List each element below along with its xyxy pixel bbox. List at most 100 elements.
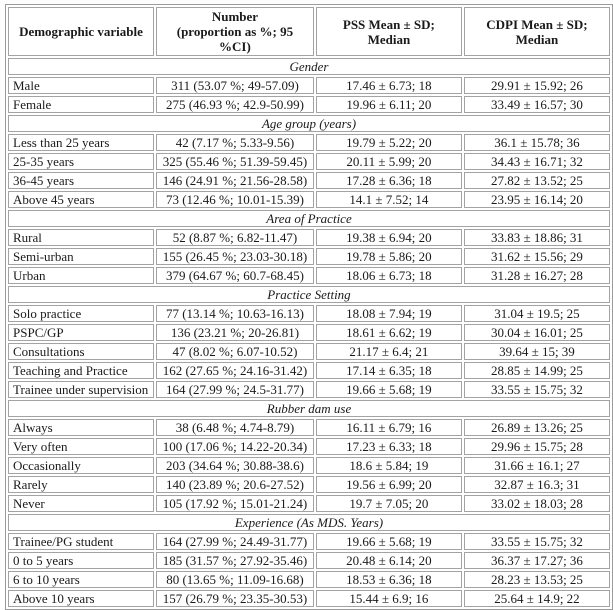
cell-pss: 19.66 ± 5.68; 19 <box>315 381 462 398</box>
cell-number: 379 (64.67 %; 60.7-68.45) <box>155 267 314 284</box>
cell-cdpi: 31.66 ± 16.1; 27 <box>463 457 610 474</box>
cell-pss: 18.6 ± 5.84; 19 <box>315 457 462 474</box>
cell-cdpi: 33.55 ± 15.75; 32 <box>463 381 610 398</box>
section-title: Experience (As MDS. Years) <box>8 514 610 531</box>
cell-demographic-variable: 6 to 10 years <box>8 571 154 588</box>
cell-cdpi: 33.49 ± 16.57; 30 <box>463 96 610 113</box>
cell-number: 311 (53.07 %; 49-57.09) <box>155 77 314 94</box>
cell-cdpi: 36.37 ± 17.27; 36 <box>463 552 610 569</box>
cell-number: 105 (17.92 %; 15.01-21.24) <box>155 495 314 512</box>
page: Demographic variable Number (proportion … <box>5 4 613 610</box>
table-row: Female 275 (46.93 %; 42.9-50.99) 19.96 ±… <box>8 96 610 113</box>
table-row: Rarely 140 (23.89 %; 20.6-27.52) 19.56 ±… <box>8 476 610 493</box>
cell-pss: 19.78 ± 5.86; 20 <box>315 248 462 265</box>
cell-pss: 18.53 ± 6.36; 18 <box>315 571 462 588</box>
cell-demographic-variable: Occasionally <box>8 457 154 474</box>
cell-pss: 21.17 ± 6.4; 21 <box>315 343 462 360</box>
section-title: Age group (years) <box>8 115 610 132</box>
cell-cdpi: 27.82 ± 13.52; 25 <box>463 172 610 189</box>
cell-demographic-variable: Above 45 years <box>8 191 154 208</box>
table-row: Rural 52 (8.87 %; 6.82-11.47) 19.38 ± 6.… <box>8 229 610 246</box>
cell-number: 73 (12.46 %; 10.01-15.39) <box>155 191 314 208</box>
cell-cdpi: 26.89 ± 13.26; 25 <box>463 419 610 436</box>
cell-number: 136 (23.21 %; 20-26.81) <box>155 324 314 341</box>
cell-demographic-variable: Consultations <box>8 343 154 360</box>
cell-demographic-variable: Rarely <box>8 476 154 493</box>
table-row: Very often 100 (17.06 %; 14.22-20.34) 17… <box>8 438 610 455</box>
cell-cdpi: 23.95 ± 16.14; 20 <box>463 191 610 208</box>
table-row: PSPC/GP 136 (23.21 %; 20-26.81) 18.61 ± … <box>8 324 610 341</box>
table-row: Never 105 (17.92 %; 15.01-21.24) 19.7 ± … <box>8 495 610 512</box>
cell-pss: 19.96 ± 6.11; 20 <box>315 96 462 113</box>
table-row: Trainee under supervision 164 (27.99 %; … <box>8 381 610 398</box>
cell-cdpi: 31.28 ± 16.27; 28 <box>463 267 610 284</box>
table-body: Gender Male 311 (53.07 %; 49-57.09) 17.4… <box>8 58 610 607</box>
cell-cdpi: 34.43 ± 16.71; 32 <box>463 153 610 170</box>
table-row: Occasionally 203 (34.64 %; 30.88-38.6) 1… <box>8 457 610 474</box>
cell-pss: 14.1 ± 7.52; 14 <box>315 191 462 208</box>
cell-demographic-variable: Always <box>8 419 154 436</box>
cell-cdpi: 25.64 ± 14.9; 22 <box>463 590 610 607</box>
cell-pss: 16.11 ± 6.79; 16 <box>315 419 462 436</box>
section-row: Practice Setting <box>8 286 610 303</box>
section-title: Gender <box>8 58 610 75</box>
cell-cdpi: 28.85 ± 14.99; 25 <box>463 362 610 379</box>
cell-cdpi: 29.91 ± 15.92; 26 <box>463 77 610 94</box>
table-row: 6 to 10 years 80 (13.65 %; 11.09-16.68) … <box>8 571 610 588</box>
cell-number: 47 (8.02 %; 6.07-10.52) <box>155 343 314 360</box>
cell-number: 275 (46.93 %; 42.9-50.99) <box>155 96 314 113</box>
cell-cdpi: 33.55 ± 15.75; 32 <box>463 533 610 550</box>
table-row: Trainee/PG student 164 (27.99 %; 24.49-3… <box>8 533 610 550</box>
table-row: Male 311 (53.07 %; 49-57.09) 17.46 ± 6.7… <box>8 77 610 94</box>
cell-pss: 20.48 ± 6.14; 20 <box>315 552 462 569</box>
cell-demographic-variable: 25-35 years <box>8 153 154 170</box>
cell-pss: 15.44 ± 6.9; 16 <box>315 590 462 607</box>
table-row: Teaching and Practice 162 (27.65 %; 24.1… <box>8 362 610 379</box>
col-header-pss: PSS Mean ± SD; Median <box>315 7 462 56</box>
cell-number: 164 (27.99 %; 24.5-31.77) <box>155 381 314 398</box>
section-title: Rubber dam use <box>8 400 610 417</box>
table-row: 36-45 years 146 (24.91 %; 21.56-28.58) 1… <box>8 172 610 189</box>
table-row: Semi-urban 155 (26.45 %; 23.03-30.18) 19… <box>8 248 610 265</box>
cell-number: 155 (26.45 %; 23.03-30.18) <box>155 248 314 265</box>
cell-number: 100 (17.06 %; 14.22-20.34) <box>155 438 314 455</box>
cell-number: 42 (7.17 %; 5.33-9.56) <box>155 134 314 151</box>
table-row: Urban 379 (64.67 %; 60.7-68.45) 18.06 ± … <box>8 267 610 284</box>
table-row: Above 45 years 73 (12.46 %; 10.01-15.39)… <box>8 191 610 208</box>
section-row: Age group (years) <box>8 115 610 132</box>
cell-pss: 20.11 ± 5.99; 20 <box>315 153 462 170</box>
cell-demographic-variable: 36-45 years <box>8 172 154 189</box>
cell-demographic-variable: Trainee/PG student <box>8 533 154 550</box>
cell-number: 77 (13.14 %; 10.63-16.13) <box>155 305 314 322</box>
cell-demographic-variable: Semi-urban <box>8 248 154 265</box>
header-row: Demographic variable Number (proportion … <box>8 7 610 56</box>
section-title: Area of Practice <box>8 210 610 227</box>
cell-cdpi: 31.04 ± 19.5; 25 <box>463 305 610 322</box>
cell-pss: 17.28 ± 6.36; 18 <box>315 172 462 189</box>
table-row: Solo practice 77 (13.14 %; 10.63-16.13) … <box>8 305 610 322</box>
table-row: Less than 25 years 42 (7.17 %; 5.33-9.56… <box>8 134 610 151</box>
cell-pss: 17.14 ± 6.35; 18 <box>315 362 462 379</box>
cell-cdpi: 33.83 ± 18.86; 31 <box>463 229 610 246</box>
cell-pss: 19.38 ± 6.94; 20 <box>315 229 462 246</box>
cell-pss: 19.79 ± 5.22; 20 <box>315 134 462 151</box>
cell-cdpi: 30.04 ± 16.01; 25 <box>463 324 610 341</box>
cell-demographic-variable: Urban <box>8 267 154 284</box>
section-row: Area of Practice <box>8 210 610 227</box>
col-header-demographic-variable: Demographic variable <box>8 7 154 56</box>
section-title: Practice Setting <box>8 286 610 303</box>
cell-demographic-variable: PSPC/GP <box>8 324 154 341</box>
cell-demographic-variable: Teaching and Practice <box>8 362 154 379</box>
demographics-table: Demographic variable Number (proportion … <box>5 4 613 610</box>
cell-number: 38 (6.48 %; 4.74-8.79) <box>155 419 314 436</box>
cell-number: 80 (13.65 %; 11.09-16.68) <box>155 571 314 588</box>
cell-number: 185 (31.57 %; 27.92-35.46) <box>155 552 314 569</box>
cell-demographic-variable: Trainee under supervision <box>8 381 154 398</box>
cell-cdpi: 32.87 ± 16.3; 31 <box>463 476 610 493</box>
section-row: Gender <box>8 58 610 75</box>
cell-demographic-variable: Never <box>8 495 154 512</box>
cell-number: 157 (26.79 %; 23.35-30.53) <box>155 590 314 607</box>
cell-number: 203 (34.64 %; 30.88-38.6) <box>155 457 314 474</box>
table-row: Consultations 47 (8.02 %; 6.07-10.52) 21… <box>8 343 610 360</box>
cell-cdpi: 36.1 ± 15.78; 36 <box>463 134 610 151</box>
